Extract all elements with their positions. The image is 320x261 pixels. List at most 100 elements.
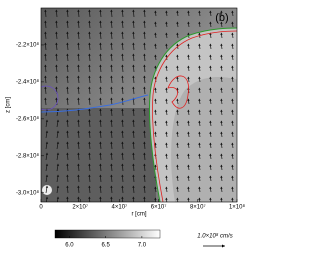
arrow xyxy=(78,21,80,29)
arrow-head xyxy=(165,21,168,24)
arrow-head xyxy=(165,175,168,178)
arrow-head xyxy=(154,197,157,200)
arrow-head xyxy=(77,130,80,133)
arrow xyxy=(133,164,135,172)
arrow-head xyxy=(154,87,157,90)
arrow-head xyxy=(187,76,190,79)
arrow xyxy=(100,109,102,117)
arrow xyxy=(111,131,113,139)
arrow xyxy=(78,153,80,161)
arrow xyxy=(144,65,146,73)
arrow xyxy=(144,98,146,106)
arrow xyxy=(56,175,59,183)
arrow-head xyxy=(209,54,212,57)
arrow xyxy=(133,21,135,29)
arrow xyxy=(100,10,102,18)
arrow-head xyxy=(77,20,80,23)
arrow xyxy=(144,109,146,117)
arrow xyxy=(78,142,80,150)
arrow xyxy=(89,142,91,150)
arrow-head xyxy=(176,142,179,145)
arrow xyxy=(111,98,113,106)
arrow-head xyxy=(132,31,135,34)
arrow-head xyxy=(165,109,168,112)
arrow-head xyxy=(231,153,234,156)
arrow-head xyxy=(99,97,102,100)
arrow-head xyxy=(55,42,58,45)
arrow xyxy=(133,54,135,62)
arrow-head xyxy=(198,76,201,79)
arrow-head xyxy=(187,175,190,178)
arrow-head xyxy=(99,64,102,67)
arrow-head xyxy=(121,141,124,144)
arrow-head xyxy=(176,197,179,200)
arrow-head xyxy=(121,86,124,89)
arrow xyxy=(89,65,91,73)
arrow-head xyxy=(45,130,49,133)
arrow xyxy=(45,21,47,29)
x-axis-label: r [cm] xyxy=(132,212,147,218)
arrow xyxy=(89,98,91,106)
arrow xyxy=(56,131,59,139)
arrow-head xyxy=(209,131,212,134)
arrow xyxy=(89,54,91,62)
arrow-head xyxy=(88,108,91,111)
arrow xyxy=(100,87,102,95)
arrow-head xyxy=(110,86,113,89)
arrow xyxy=(100,164,102,172)
arrow xyxy=(67,131,69,139)
arrow-head xyxy=(77,196,80,199)
y-axis-label: z [cm] xyxy=(6,97,12,113)
arrow-head xyxy=(121,174,124,177)
arrow-head xyxy=(187,98,190,101)
arrow-head xyxy=(121,31,124,34)
arrow-head xyxy=(176,164,179,167)
arrow-head xyxy=(143,152,146,155)
arrow-head xyxy=(220,109,223,112)
arrow-head xyxy=(99,163,102,166)
arrow xyxy=(56,197,59,202)
arrow xyxy=(122,87,124,95)
arrow-head xyxy=(154,120,157,123)
arrow xyxy=(78,54,80,62)
arrow-head xyxy=(165,43,168,46)
arrow xyxy=(133,98,135,106)
arrow-head xyxy=(56,163,60,166)
arrow-head xyxy=(110,185,113,188)
arrow xyxy=(56,76,58,84)
arrow xyxy=(133,87,135,95)
arrow-head xyxy=(88,86,91,89)
arrow-head xyxy=(220,131,223,134)
arrow-head xyxy=(165,10,168,13)
arrow xyxy=(111,10,113,18)
arrow-head xyxy=(176,32,179,35)
arrow-head xyxy=(132,64,135,67)
arrow-head xyxy=(88,163,91,166)
arrow xyxy=(89,186,91,194)
arrow xyxy=(133,109,135,117)
arrow-head xyxy=(154,131,157,134)
arrow-head xyxy=(99,86,102,89)
arrow-head xyxy=(231,10,234,13)
arrow-head xyxy=(77,64,80,67)
arrow xyxy=(89,131,91,139)
arrow-head xyxy=(132,130,135,133)
arrow-head xyxy=(165,65,168,68)
arrow-head xyxy=(110,130,113,133)
arrow-head xyxy=(77,86,80,89)
arrow-head xyxy=(154,164,157,167)
arrow xyxy=(78,10,80,18)
arrow xyxy=(122,109,124,117)
arrow-head xyxy=(110,163,113,166)
arrow-head xyxy=(187,153,190,156)
arrow-head xyxy=(231,175,234,178)
contour xyxy=(41,94,149,113)
arrow xyxy=(67,43,69,51)
arrow xyxy=(144,197,146,202)
arrow xyxy=(67,120,69,128)
arrow-head xyxy=(56,152,60,155)
arrow-head xyxy=(99,108,102,111)
arrow-head xyxy=(165,186,168,189)
arrow-head xyxy=(132,163,135,166)
arrow-head xyxy=(143,141,146,144)
